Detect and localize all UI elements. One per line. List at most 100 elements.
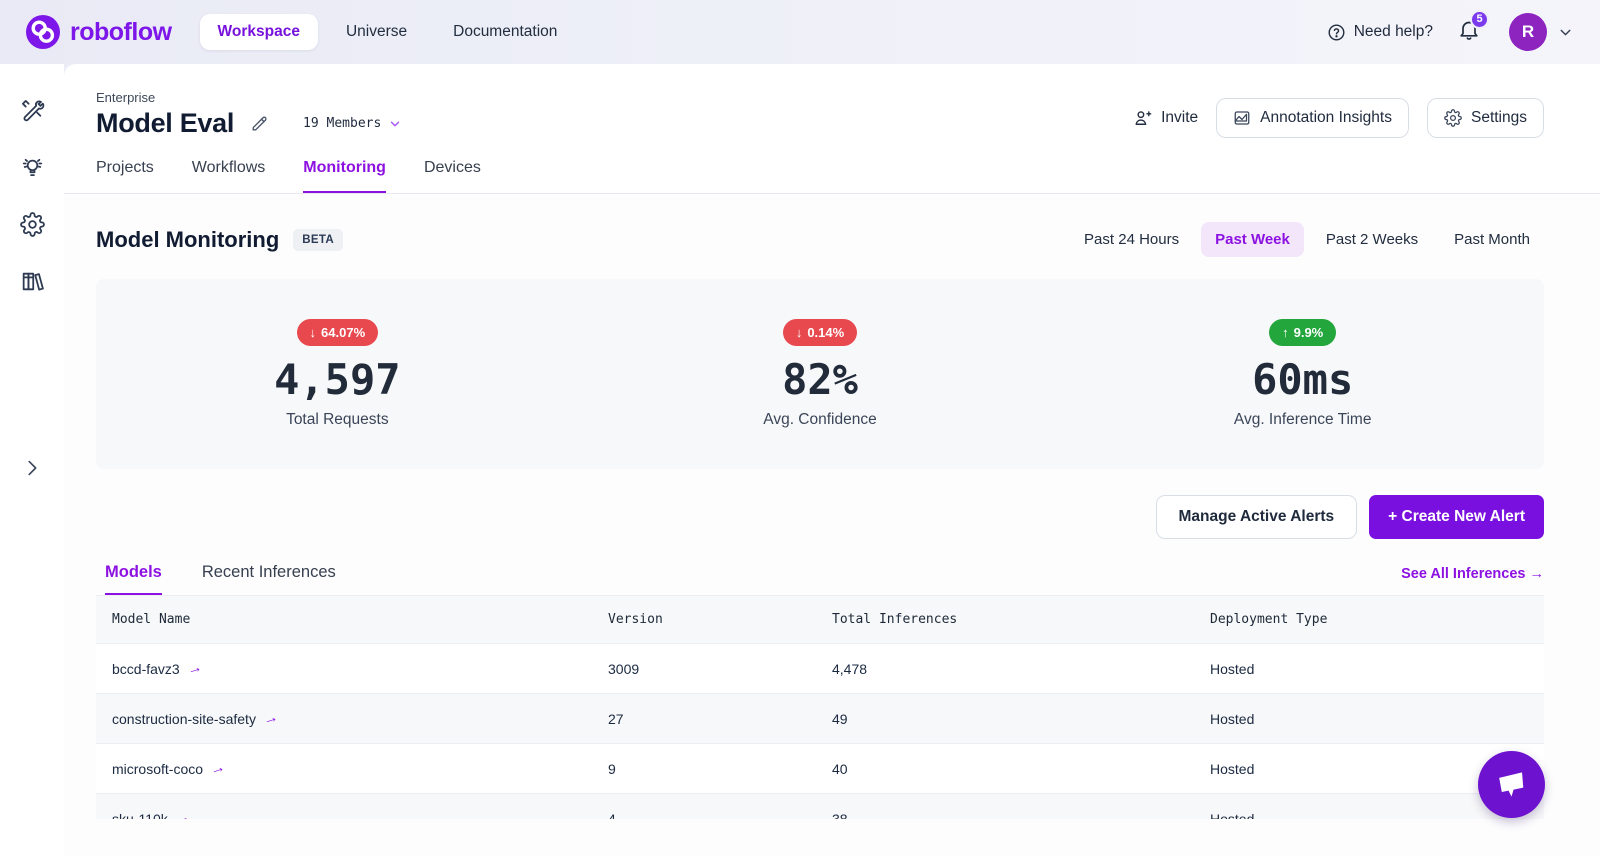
stats-summary-card: ↓ 64.07% 4,597 Total Requests ↓ 0.14% 82… [96,279,1544,469]
stat-total-requests: ↓ 64.07% 4,597 Total Requests [96,279,579,469]
members-dropdown[interactable]: 19 Members [303,116,402,131]
version-cell: 4 [608,810,616,820]
sidebar-item-library[interactable] [12,261,52,301]
chat-widget-button[interactable] [1478,751,1545,818]
tools-icon [20,98,45,123]
model-name-link[interactable]: microsoft-coco → [112,758,608,779]
settings-button[interactable]: Settings [1426,98,1544,138]
model-name-link[interactable]: sku-110k → [112,808,608,820]
workspace-actions: Invite Annotation Insights Settings [1133,98,1544,138]
delta-value: 0.14% [807,325,845,340]
beta-badge: BETA [293,228,343,251]
delta-badge-up: ↑ 9.9% [1269,319,1337,346]
delta-badge-down: ↓ 64.07% [296,319,379,346]
model-name-link[interactable]: bccd-favz3 → [112,658,608,679]
range-past-week[interactable]: Past Week [1201,222,1304,257]
stat-value: 60ms [1252,355,1354,404]
delta-value: 64.07% [321,325,366,340]
inferences-cell: 40 [832,760,848,777]
roboflow-wordmark: roboflow [70,17,172,46]
chevron-right-icon [21,457,43,479]
range-past-24-hours[interactable]: Past 24 Hours [1084,231,1180,248]
table-row: bccd-favz3 → 3009 4,478 Hosted [96,643,1544,693]
range-past-2-weeks[interactable]: Past 2 Weeks [1325,231,1419,248]
sidebar-item-tools[interactable] [12,90,52,130]
stat-value: 82% [782,355,858,404]
account-menu[interactable]: R [1509,13,1574,51]
model-name-link[interactable]: construction-site-safety → [112,708,608,729]
inferences-cell: 38 [832,810,848,820]
table-header-row: Model Name Version Total Inferences Depl… [96,596,1544,643]
sidebar-item-settings[interactable] [12,204,52,244]
version-cell: 3009 [608,660,640,677]
lightbulb-icon [20,155,45,180]
stat-label: Avg. Inference Time [1233,411,1372,428]
annotation-insights-button[interactable]: Annotation Insights [1216,98,1409,138]
see-all-inferences-link[interactable]: See All Inferences → [1401,566,1544,582]
table-row: construction-site-safety → 27 49 Hosted [96,693,1544,743]
inferences-cell: 49 [832,710,848,727]
models-tab-row: Models Recent Inferences See All Inferen… [96,563,1544,595]
model-name: construction-site-safety [112,710,256,727]
table-row: sku-110k → 4 38 Hosted [96,793,1544,819]
tab-monitoring[interactable]: Monitoring [303,159,386,193]
pencil-icon [250,114,269,133]
roboflow-logo[interactable]: roboflow [26,15,172,49]
page-title: Model Monitoring [96,226,280,252]
chevron-down-icon [388,117,402,131]
deployment-cell: Hosted [1210,810,1255,820]
chart-icon [1233,109,1251,127]
arrow-right-icon: → [172,808,193,819]
gear-icon [1444,109,1462,127]
table-row: microsoft-coco → 9 40 Hosted [96,743,1544,793]
nav-documentation[interactable]: Documentation [453,23,558,40]
speech-bubble-icon [1494,767,1530,803]
model-name: microsoft-coco [112,760,204,777]
arrow-down-icon: ↓ [309,325,317,340]
deployment-cell: Hosted [1210,710,1255,727]
sidebar-item-insights[interactable] [12,147,52,187]
invite-button[interactable]: Invite [1133,108,1198,128]
column-header-deployment-type: Deployment Type [1210,612,1328,627]
create-new-alert-button[interactable]: + Create New Alert [1369,495,1544,539]
notifications-button[interactable]: 5 [1457,9,1489,47]
nav-workspace[interactable]: Workspace [199,14,318,50]
workspace-tabs: Projects Workflows Monitoring Devices [64,159,1600,194]
arrow-right-icon: → [207,758,228,779]
tab-devices[interactable]: Devices [423,159,481,176]
chevron-down-icon [1557,24,1574,41]
stat-label: Total Requests [286,411,389,428]
tab-recent-inferences[interactable]: Recent Inferences [201,563,336,581]
person-plus-icon [1133,108,1153,128]
main-content: Enterprise Model Eval 19 Members Invite [64,64,1600,856]
notification-count-badge: 5 [1470,9,1489,29]
stat-avg-confidence: ↓ 0.14% 82% Avg. Confidence [579,279,1062,469]
stat-label: Avg. Confidence [763,411,877,428]
library-books-icon [20,269,45,294]
nav-universe[interactable]: Universe [345,23,408,40]
workspace-header: Enterprise Model Eval 19 Members Invite [64,64,1600,139]
edit-title-button[interactable] [250,114,269,133]
avatar: R [1509,13,1547,51]
range-past-month[interactable]: Past Month [1454,231,1530,248]
arrow-down-icon: ↓ [795,325,803,340]
column-header-total-inferences: Total Inferences [832,612,958,627]
arrow-right-icon: → [260,708,281,729]
sidebar-expand-button[interactable] [12,448,52,488]
delta-badge-down: ↓ 0.14% [782,319,858,346]
monitoring-panel: Model Monitoring BETA Past 24 Hours Past… [64,194,1600,856]
deployment-cell: Hosted [1210,760,1255,777]
model-name: sku-110k [112,810,168,820]
roboflow-logo-icon [26,15,60,49]
gear-icon [19,211,45,237]
version-cell: 27 [608,710,624,727]
need-help-button[interactable]: Need help? [1327,23,1433,42]
tab-workflows[interactable]: Workflows [191,159,266,176]
manage-active-alerts-button[interactable]: Manage Active Alerts [1155,495,1358,539]
tab-projects[interactable]: Projects [96,159,154,176]
column-header-model-name: Model Name [112,612,191,627]
invite-label: Invite [1161,109,1199,126]
tab-models[interactable]: Models [105,563,162,595]
delta-value: 9.9% [1293,325,1324,340]
primary-nav: Workspace Universe Documentation [199,14,576,50]
